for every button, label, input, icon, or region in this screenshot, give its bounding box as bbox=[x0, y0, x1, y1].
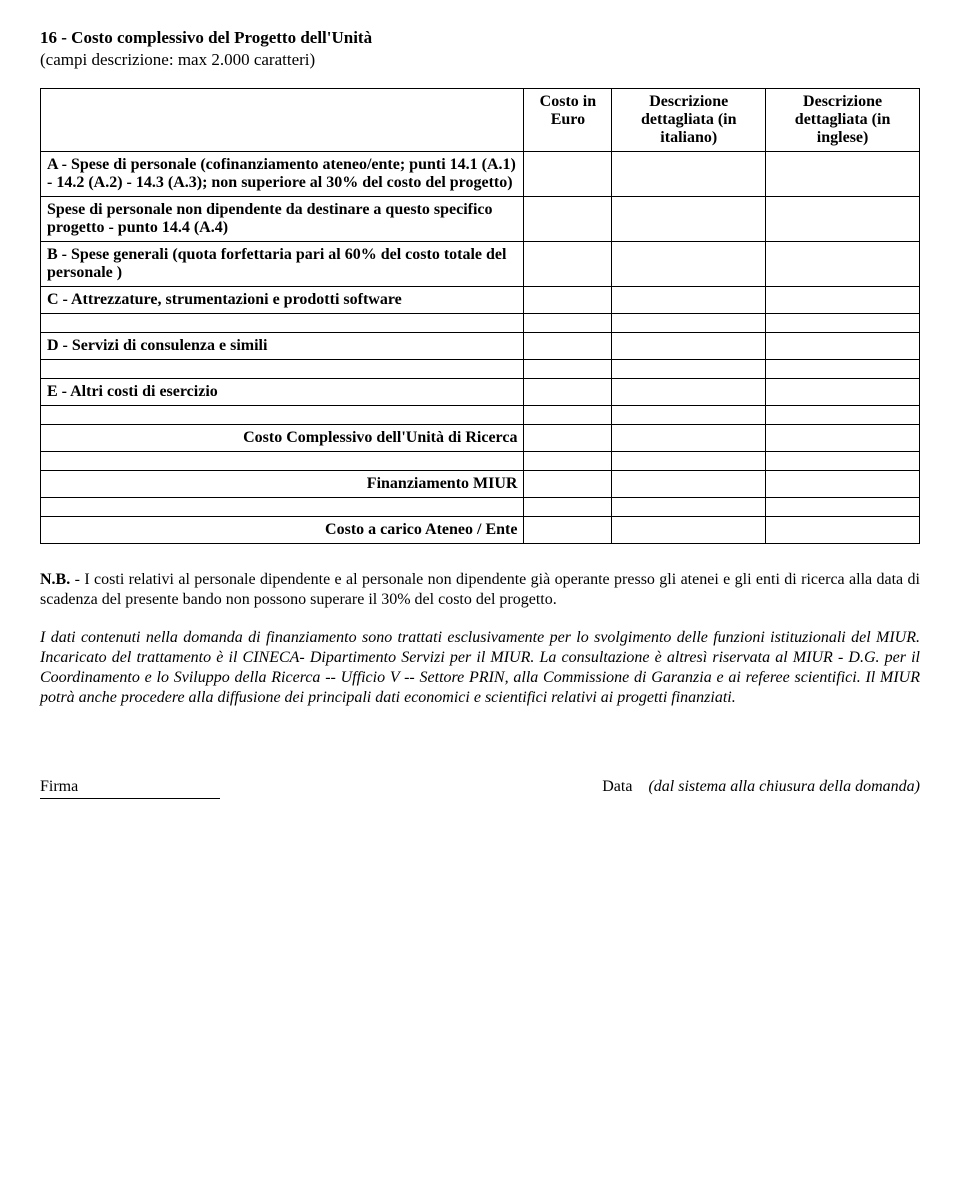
row-total-euro bbox=[524, 425, 612, 452]
row-miur-label: Finanziamento MIUR bbox=[41, 471, 524, 498]
footer: Firma Data (dal sistema alla chiusura de… bbox=[40, 778, 920, 799]
firma-label: Firma bbox=[40, 778, 220, 796]
table-row: C - Attrezzature, strumentazioni e prodo… bbox=[41, 287, 920, 314]
row-miur-it bbox=[612, 471, 766, 498]
section-title: 16 - Costo complessivo del Progetto dell… bbox=[40, 28, 920, 48]
note-block: N.B. - I costi relativi al personale dip… bbox=[40, 570, 920, 610]
row-a1-en bbox=[766, 152, 920, 197]
header-empty bbox=[41, 89, 524, 152]
row-miur-en bbox=[766, 471, 920, 498]
row-c-en bbox=[766, 287, 920, 314]
row-a1-label: A - Spese di personale (cofinanziamento … bbox=[41, 152, 524, 197]
note-nb-label: N.B. bbox=[40, 571, 70, 588]
cost-table: Costo in Euro Descrizione dettagliata (i… bbox=[40, 88, 920, 544]
row-c-euro bbox=[524, 287, 612, 314]
row-a1-it bbox=[612, 152, 766, 197]
header-euro: Costo in Euro bbox=[524, 89, 612, 152]
row-total-en bbox=[766, 425, 920, 452]
row-a2-euro bbox=[524, 197, 612, 242]
note-nb-text: - I costi relativi al personale dipenden… bbox=[40, 571, 920, 608]
table-row: Finanziamento MIUR bbox=[41, 471, 920, 498]
table-row: D - Servizi di consulenza e simili bbox=[41, 333, 920, 360]
table-row: B - Spese generali (quota forfettaria pa… bbox=[41, 242, 920, 287]
table-row: A - Spese di personale (cofinanziamento … bbox=[41, 152, 920, 197]
row-e-euro bbox=[524, 379, 612, 406]
table-row: Spese di personale non dipendente da des… bbox=[41, 197, 920, 242]
header-desc-en: Descrizione dettagliata (in inglese) bbox=[766, 89, 920, 152]
data-note: (dal sistema alla chiusura della domanda… bbox=[648, 778, 920, 796]
row-a1-euro bbox=[524, 152, 612, 197]
row-total-it bbox=[612, 425, 766, 452]
row-b-label: B - Spese generali (quota forfettaria pa… bbox=[41, 242, 524, 287]
row-d-en bbox=[766, 333, 920, 360]
row-a2-en bbox=[766, 197, 920, 242]
row-e-en bbox=[766, 379, 920, 406]
row-b-it bbox=[612, 242, 766, 287]
gap-row bbox=[41, 360, 920, 379]
table-row: Costo Complessivo dell'Unità di Ricerca bbox=[41, 425, 920, 452]
row-b-euro bbox=[524, 242, 612, 287]
row-c-it bbox=[612, 287, 766, 314]
row-ateneo-it bbox=[612, 517, 766, 544]
row-e-it bbox=[612, 379, 766, 406]
data-label: Data bbox=[602, 778, 632, 796]
table-header-row: Costo in Euro Descrizione dettagliata (i… bbox=[41, 89, 920, 152]
header-desc-it: Descrizione dettagliata (in italiano) bbox=[612, 89, 766, 152]
row-b-en bbox=[766, 242, 920, 287]
row-ateneo-label: Costo a carico Ateneo / Ente bbox=[41, 517, 524, 544]
table-row: E - Altri costi di esercizio bbox=[41, 379, 920, 406]
privacy-note: I dati contenuti nella domanda di finanz… bbox=[40, 628, 920, 708]
row-ateneo-en bbox=[766, 517, 920, 544]
signature-block: Firma bbox=[40, 778, 220, 799]
table-row: Costo a carico Ateneo / Ente bbox=[41, 517, 920, 544]
gap-row bbox=[41, 452, 920, 471]
gap-row bbox=[41, 314, 920, 333]
row-miur-euro bbox=[524, 471, 612, 498]
row-a2-label: Spese di personale non dipendente da des… bbox=[41, 197, 524, 242]
row-e-label: E - Altri costi di esercizio bbox=[41, 379, 524, 406]
row-d-euro bbox=[524, 333, 612, 360]
section-subtitle: (campi descrizione: max 2.000 caratteri) bbox=[40, 50, 920, 70]
row-c-label: C - Attrezzature, strumentazioni e prodo… bbox=[41, 287, 524, 314]
row-ateneo-euro bbox=[524, 517, 612, 544]
row-a2-it bbox=[612, 197, 766, 242]
row-d-it bbox=[612, 333, 766, 360]
row-d-label: D - Servizi di consulenza e simili bbox=[41, 333, 524, 360]
date-block: Data (dal sistema alla chiusura della do… bbox=[602, 778, 920, 799]
row-total-label: Costo Complessivo dell'Unità di Ricerca bbox=[41, 425, 524, 452]
signature-line bbox=[40, 798, 220, 799]
gap-row bbox=[41, 498, 920, 517]
gap-row bbox=[41, 406, 920, 425]
